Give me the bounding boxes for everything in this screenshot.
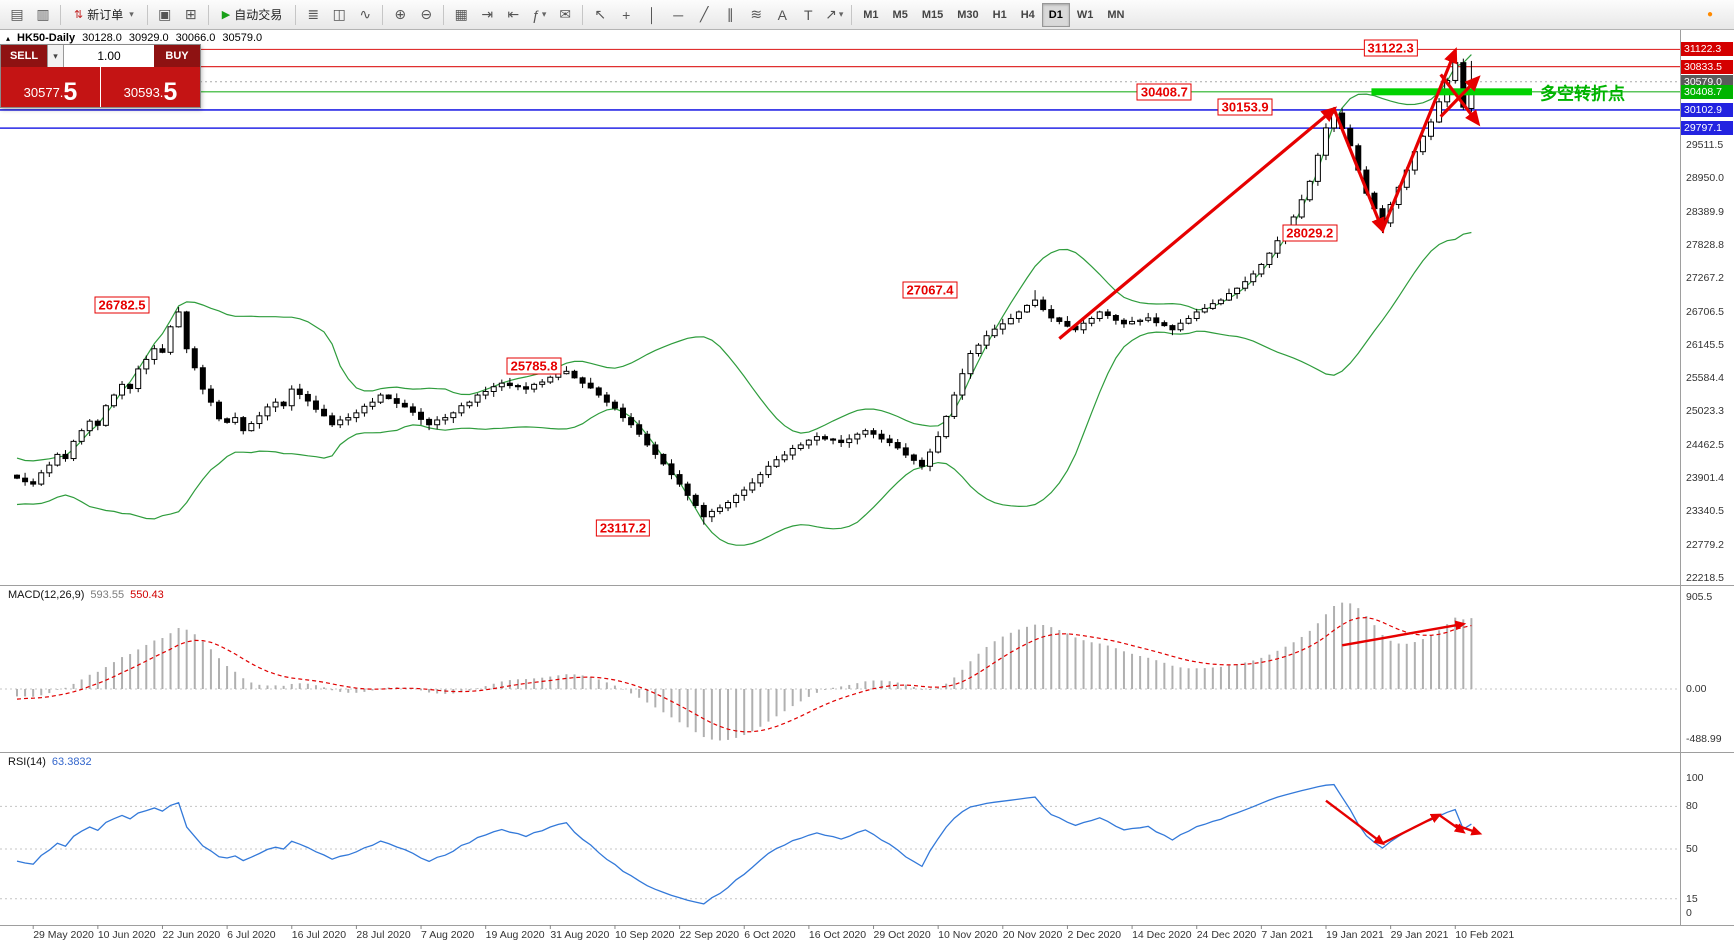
crosshair-icon[interactable]: + (622, 6, 631, 23)
rsi-value: 63.3832 (51, 756, 92, 768)
bar-chart-icon[interactable]: ≣ (307, 6, 320, 22)
timeframe-m15[interactable]: M15 (921, 8, 944, 21)
new-order-button[interactable]: ⇅ 新订单 ▾ (66, 2, 142, 28)
toolbar-separator (207, 4, 209, 25)
sell-button[interactable]: SELL (1, 45, 47, 67)
toolbar-separator (382, 4, 384, 25)
vertical-line-icon[interactable]: │ (647, 6, 657, 23)
price-flag-annotation[interactable]: 25785.8 (506, 357, 562, 375)
auto-trading-button[interactable]: ▶ 自动交易 (214, 2, 290, 28)
rsi-indicator-label: RSI(14) 63.3832 (8, 756, 92, 768)
toolbar-separator (582, 4, 584, 25)
quote-open: 30128.0 (82, 32, 122, 44)
timeframe-m30[interactable]: M30 (957, 8, 979, 21)
line-chart-icon[interactable]: ∿ (359, 6, 372, 22)
price-flag-annotation[interactable]: 31122.3 (1363, 39, 1418, 57)
profiles-icon[interactable]: ▥ (36, 6, 50, 22)
zoom-out-icon[interactable]: ⊖ (420, 6, 433, 22)
one-click-trading-panel: SELL ▾ BUY 30577. 5 30593. 5 (0, 44, 201, 108)
toolbar-separator (443, 4, 445, 25)
trendline-icon[interactable]: ╱ (700, 6, 709, 22)
symbol-marker-icon: ▴ (6, 33, 11, 43)
toolbar-separator (60, 4, 61, 25)
price-flag-annotation[interactable]: 28029.2 (1282, 224, 1338, 242)
quote-low: 30066.0 (175, 32, 216, 44)
chart-shift-icon[interactable]: ⇤ (507, 6, 520, 22)
price-flag-annotation[interactable]: 27067.4 (902, 281, 958, 299)
macd-title: MACD(12,26,9) (8, 589, 85, 601)
cursor-icon[interactable]: ↖ (594, 6, 607, 22)
timeframe-mn[interactable]: MN (1107, 8, 1125, 21)
toolbar-separator (295, 4, 297, 25)
mail-icon[interactable]: ✉ (559, 6, 572, 22)
buy-price-pip: 5 (163, 77, 178, 106)
timeframe-w1[interactable]: W1 (1076, 8, 1094, 21)
chart-symbol-label: HK50-Daily (17, 32, 76, 44)
indicators-icon[interactable]: ƒ ▾ (532, 6, 547, 23)
timeframe-m5[interactable]: M5 (892, 8, 908, 21)
quote-bar: ▴ HK50-Daily 30128.0 30929.0 30066.0 305… (6, 32, 262, 44)
quote-high: 30929.0 (128, 32, 169, 44)
macd-value-main: 593.55 (90, 589, 125, 601)
horizontal-line-icon[interactable]: ─ (673, 6, 684, 23)
record-indicator-icon[interactable]: ● (1706, 9, 1714, 20)
buy-price-button[interactable]: 30593. 5 (101, 67, 200, 107)
price-flag-annotation[interactable]: 26782.5 (94, 296, 150, 314)
channel-icon[interactable]: ∥ (726, 6, 734, 22)
quote-close: 30579.0 (222, 32, 263, 44)
price-axis[interactable] (1680, 30, 1734, 925)
arrow-tools-icon[interactable]: ↗ ▾ (825, 6, 844, 22)
volume-dropdown-caret[interactable]: ▾ (47, 45, 64, 67)
toolbar-separator (851, 4, 853, 25)
sell-price-pip: 5 (63, 77, 78, 106)
auto-scroll-icon[interactable]: ⇥ (481, 6, 494, 22)
timeframe-m1[interactable]: M1 (863, 8, 879, 21)
sell-price-main: 30577. (23, 85, 64, 100)
volume-input[interactable] (64, 45, 154, 67)
new-order-button-label: 新订单 (87, 8, 124, 22)
trade-panel-header: SELL ▾ BUY (1, 45, 200, 67)
price-flag-annotation[interactable]: 30408.7 (1136, 83, 1192, 101)
new-chart-icon[interactable]: ▤ (10, 6, 24, 22)
caret-down-icon: ▾ (129, 9, 134, 19)
auto-trading-button-label: 自动交易 (234, 8, 283, 22)
caret-down-icon: ▾ (541, 9, 547, 19)
time-axis[interactable] (0, 925, 1680, 946)
rsi-title: RSI(14) (8, 756, 46, 768)
tile-windows-icon[interactable]: ▦ (454, 6, 468, 22)
timeframe-h4[interactable]: H4 (1020, 8, 1035, 21)
macd-value-signal: 550.43 (130, 589, 164, 601)
text-icon[interactable]: A (777, 6, 787, 23)
label-icon[interactable]: T (803, 6, 813, 23)
price-flag-annotation[interactable]: 23117.2 (595, 519, 651, 537)
auto-trading-button-icon: ▶ (221, 9, 231, 21)
sell-price-button[interactable]: 30577. 5 (1, 67, 100, 107)
buy-price-main: 30593. (123, 85, 164, 100)
candlestick-chart-icon[interactable]: ◫ (332, 6, 346, 22)
timeframe-d1[interactable]: D1 (1041, 2, 1070, 27)
trade-panel-prices: 30577. 5 30593. 5 (1, 67, 200, 107)
caret-down-icon: ▾ (838, 9, 844, 19)
toolbar-separator (146, 4, 148, 25)
price-flag-annotation[interactable]: 30153.9 (1217, 98, 1273, 116)
timeframe-h1[interactable]: H1 (992, 8, 1007, 21)
fibonacci-icon[interactable]: ≋ (750, 6, 763, 22)
new-order-button-icon: ⇅ (74, 9, 84, 21)
toolbar: ▤ ▥ ⇅ 新订单 ▾ ▣ ⊞ ▶ 自动交易 ≣ ◫ ∿ ⊕ ⊖ ▦ ⇥ ⇤ ƒ ▾ ✉ ↖ + │ ─ ╱ ∥ ≋ A T ↗ ▾ M1 M5… (0, 0, 1734, 30)
market-depth-icon[interactable]: ⊞ (184, 6, 197, 22)
tick-chart-icon[interactable]: ▣ (158, 6, 172, 22)
buy-button[interactable]: BUY (154, 45, 200, 67)
macd-indicator-label: MACD(12,26,9) 593.55 550.43 (8, 589, 164, 601)
zoom-in-icon[interactable]: ⊕ (394, 6, 407, 22)
